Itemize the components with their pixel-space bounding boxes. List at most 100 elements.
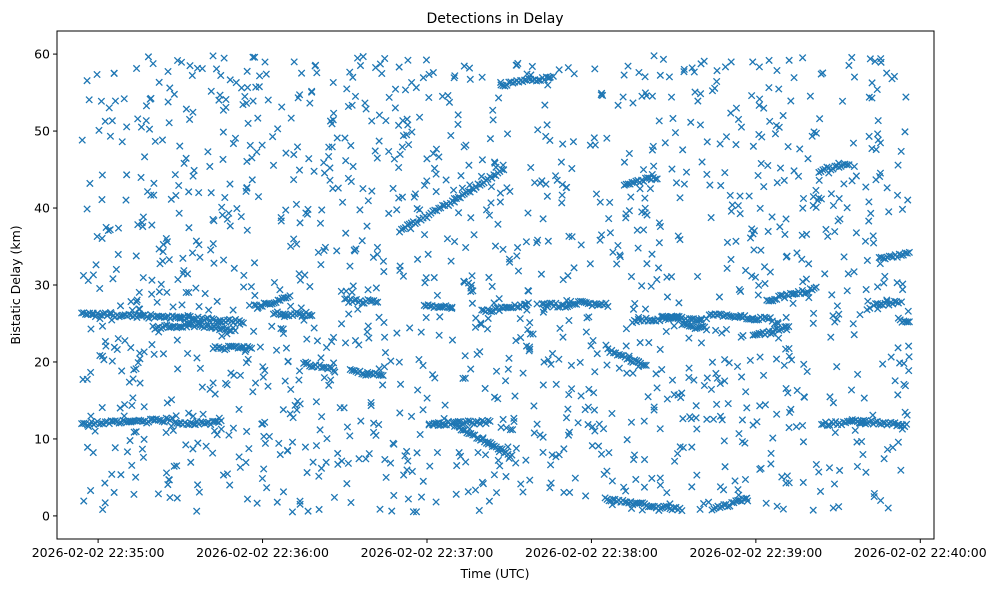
detection-point <box>522 238 531 246</box>
detection-point <box>580 298 589 306</box>
detection-point <box>132 365 140 373</box>
detection-point <box>200 316 208 324</box>
detection-point <box>311 61 320 69</box>
detection-point <box>512 336 520 345</box>
detection-point <box>794 172 803 180</box>
detection-point <box>492 367 501 375</box>
x-tick-label: 2026-02-02 22:35:00 <box>32 545 165 560</box>
detection-point <box>279 310 287 318</box>
detection-point <box>863 256 872 265</box>
detection-point <box>296 219 304 227</box>
detection-point <box>253 148 261 156</box>
detection-point <box>261 418 269 426</box>
detection-point <box>185 224 193 232</box>
detection-point <box>415 113 424 121</box>
detection-point <box>504 365 512 373</box>
detection-point <box>422 274 430 282</box>
detection-point <box>219 256 228 264</box>
detection-point <box>675 299 683 307</box>
detection-point <box>825 421 834 429</box>
detection-point <box>713 374 722 382</box>
detection-point <box>642 361 650 370</box>
detection-point <box>486 417 494 426</box>
detection-point <box>297 69 306 77</box>
detection-point <box>96 351 104 360</box>
detection-point <box>773 66 781 75</box>
detection-point <box>348 101 356 109</box>
detection-point <box>565 316 573 325</box>
detection-point <box>548 349 557 358</box>
detection-point <box>170 462 178 470</box>
detection-point <box>757 159 765 168</box>
detection-point <box>674 232 682 240</box>
detection-point <box>261 439 270 447</box>
detection-point <box>780 361 789 370</box>
detection-point <box>142 116 150 125</box>
detection-point <box>433 448 442 457</box>
detection-point <box>330 493 339 502</box>
detection-point <box>562 414 571 422</box>
detection-point <box>678 506 686 515</box>
detection-point <box>755 281 763 290</box>
detection-point <box>283 312 291 320</box>
detection-point <box>457 172 465 180</box>
detection-point <box>726 191 734 200</box>
detection-point <box>179 270 187 278</box>
detection-point <box>693 272 702 281</box>
detection-point <box>676 235 684 244</box>
detection-point <box>241 92 249 101</box>
detection-point <box>155 288 164 296</box>
detection-point <box>413 204 421 213</box>
detection-point <box>223 470 232 478</box>
detection-point <box>375 111 384 119</box>
detection-point <box>447 131 455 140</box>
detection-point <box>673 449 682 458</box>
detection-point <box>195 188 203 197</box>
detection-point <box>851 426 859 435</box>
detection-point <box>288 508 297 516</box>
detection-point <box>432 145 441 153</box>
detection-point <box>659 55 668 63</box>
detection-point <box>231 134 240 142</box>
detection-point <box>435 204 443 212</box>
detection-point <box>92 261 100 269</box>
detection-point <box>784 389 792 397</box>
detection-point <box>346 68 354 76</box>
detection-point <box>663 395 672 403</box>
detection-point <box>89 448 97 457</box>
detection-point <box>526 318 534 327</box>
detection-point <box>534 76 543 84</box>
detection-point <box>389 184 397 193</box>
detection-point <box>130 428 138 436</box>
detection-point <box>387 357 395 365</box>
detection-point <box>527 163 535 172</box>
detection-point <box>869 411 877 419</box>
detection-point <box>591 65 599 73</box>
detection-point <box>478 73 486 81</box>
detection-point <box>195 241 203 249</box>
detection-point <box>320 158 328 167</box>
detection-point <box>350 366 358 375</box>
detection-point <box>591 368 599 376</box>
detection-point <box>101 337 110 346</box>
detection-point <box>201 419 209 428</box>
detection-point <box>382 473 390 482</box>
detection-point <box>766 268 775 276</box>
detection-point <box>624 180 632 188</box>
detection-point <box>351 92 360 101</box>
detection-point <box>286 302 295 310</box>
detection-point <box>350 296 359 304</box>
detection-point <box>333 134 341 142</box>
detection-point <box>560 445 568 453</box>
detection-point <box>765 56 773 65</box>
detection-point <box>655 239 664 247</box>
detection-point <box>149 59 157 68</box>
detection-point <box>343 85 351 93</box>
detection-point <box>462 141 470 149</box>
detection-point <box>359 184 367 193</box>
detection-point <box>742 388 750 396</box>
detection-point <box>98 171 107 179</box>
detection-point <box>194 320 202 329</box>
detection-point <box>721 63 730 71</box>
detection-point <box>446 304 454 312</box>
